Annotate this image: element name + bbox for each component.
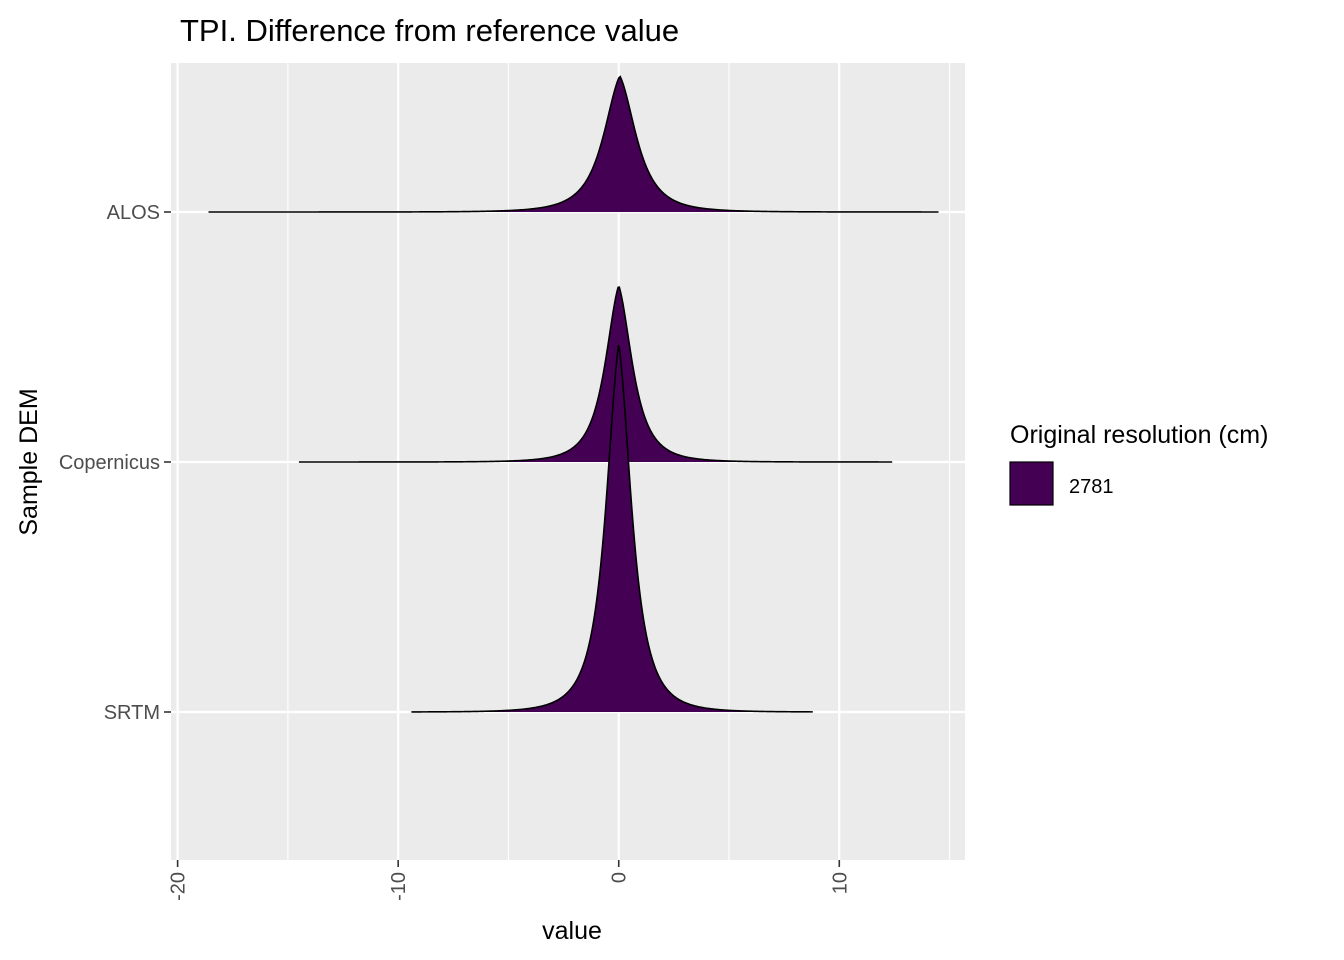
x-tick-label: 0 [609, 872, 631, 883]
y-tick-label-copernicus: Copernicus [59, 452, 160, 474]
legend: Original resolution (cm) 2781 [1009, 421, 1268, 506]
chart-title: TPI. Difference from reference value [180, 13, 679, 48]
x-axis-title: value [542, 917, 602, 945]
x-tick-label: -20 [168, 872, 190, 901]
ridges [208, 75, 939, 713]
x-axis: -20 -10 0 10 [168, 860, 851, 901]
x-tick-label: -10 [388, 872, 410, 901]
y-tick-label-alos: ALOS [107, 202, 160, 224]
x-tick-label: 10 [829, 872, 851, 894]
ridge-line-srtm [411, 345, 813, 713]
ridge-area-copernicus [298, 287, 893, 462]
legend-key-2781 [1009, 461, 1054, 506]
y-tick-label-srtm: SRTM [104, 702, 160, 724]
legend-label-2781: 2781 [1069, 476, 1114, 498]
y-axis: ALOS Copernicus SRTM [59, 202, 171, 724]
ridge-line-copernicus [298, 286, 893, 463]
y-axis-title: Sample DEM [15, 388, 43, 535]
ridge-line-alos [208, 75, 939, 213]
legend-title: Original resolution (cm) [1010, 421, 1268, 449]
ridge-area-srtm [411, 345, 813, 712]
